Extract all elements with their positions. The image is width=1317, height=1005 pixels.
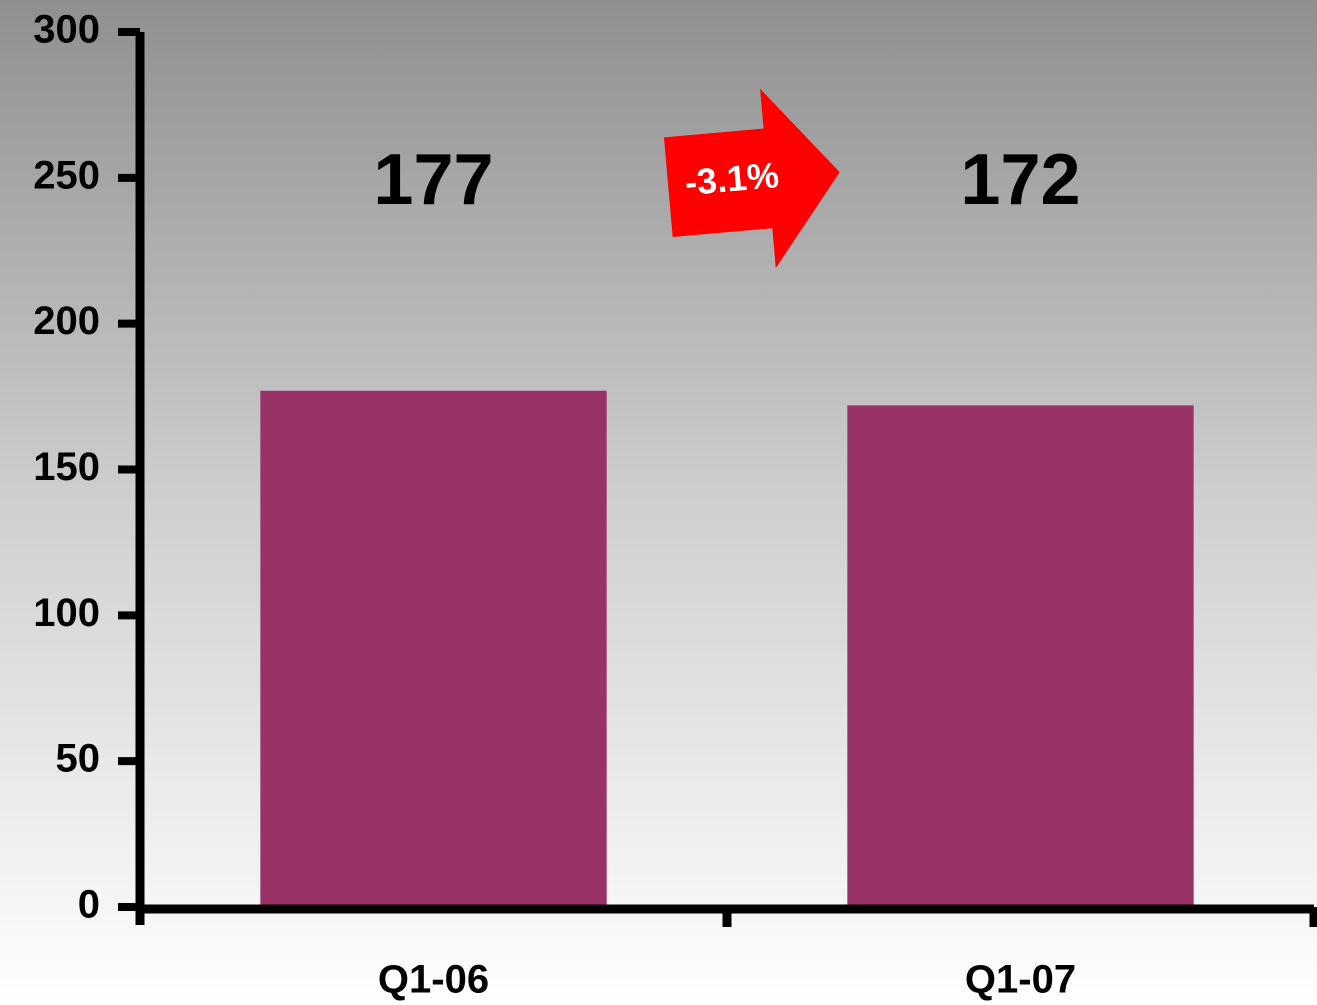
data-label: 172 (960, 140, 1080, 220)
y-tick-label: 300 (33, 8, 100, 52)
x-tick-label: Q1-06 (378, 958, 489, 1002)
y-tick-label: 100 (33, 591, 100, 635)
y-tick-label: 0 (78, 883, 100, 927)
change-arrow: -3.1% (663, 88, 840, 269)
y-tick-label: 150 (33, 445, 100, 489)
bar (847, 405, 1194, 907)
data-label: 177 (373, 140, 493, 220)
y-tick-label: 250 (33, 153, 100, 197)
x-tick-label: Q1-07 (965, 958, 1076, 1002)
y-tick-label: 50 (56, 737, 101, 781)
y-tick-label: 200 (33, 299, 100, 343)
arrow-shape (663, 88, 840, 269)
change-label: -3.1% (683, 154, 780, 203)
bar (260, 390, 607, 907)
